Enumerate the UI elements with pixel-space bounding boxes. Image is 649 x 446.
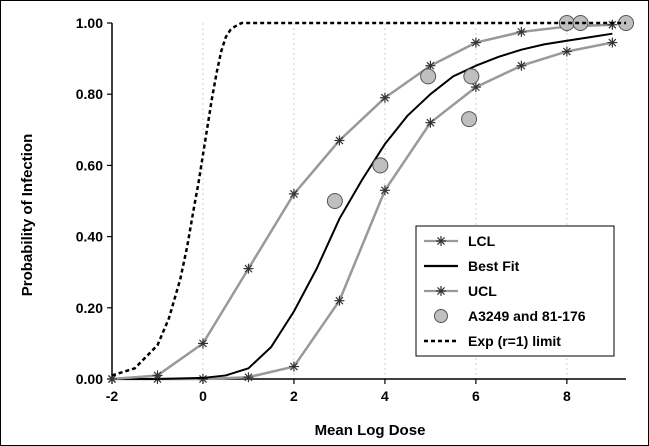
data-point (334, 295, 345, 306)
legend-label: LCL (468, 233, 496, 249)
x-tick-label: 0 (199, 388, 207, 404)
legend-box (415, 225, 615, 357)
x-tick-label: 8 (563, 388, 571, 404)
series-3 (326, 15, 634, 209)
data-point (420, 68, 437, 85)
series-2 (107, 19, 618, 384)
legend-label: Exp (r=1) limit (468, 333, 561, 349)
data-point (107, 374, 117, 384)
x-tick-label: -2 (106, 388, 119, 404)
star-stroke (244, 373, 253, 382)
legend-label: Best Fit (468, 258, 520, 274)
star-stroke (426, 118, 435, 127)
series-4 (111, 21, 626, 377)
star-stroke (244, 264, 253, 273)
series-line (112, 32, 613, 380)
x-tick-label: 6 (472, 388, 480, 404)
series-line (111, 21, 626, 377)
data-point (425, 117, 436, 128)
x-axis-label: Mean Log Dose (315, 422, 426, 439)
legend-label: A3249 and 81-176 (468, 308, 586, 324)
y-tick-label: 0.60 (76, 157, 103, 173)
data-point (470, 37, 481, 48)
legend-marker (436, 236, 446, 246)
star-stroke (517, 27, 526, 36)
star-stroke (335, 136, 344, 145)
y-tick-label: 0.20 (76, 300, 103, 316)
star-stroke (517, 61, 526, 70)
data-point (197, 338, 208, 349)
legend-item: A3249 and 81-176 (434, 308, 586, 324)
star-stroke (471, 83, 480, 92)
data-point (372, 157, 389, 174)
data-point (463, 68, 480, 85)
star-stroke (437, 237, 445, 245)
legend-item: LCL (424, 233, 496, 249)
legend-swatch (434, 309, 448, 323)
star-stroke (608, 20, 617, 29)
star-stroke (426, 61, 435, 70)
legend-item: UCL (424, 283, 497, 299)
tick-labels: -2 0 2 4 6 8 0.00 0.20 0.40 0.60 0.80 1.00 (76, 15, 571, 404)
data-point (243, 263, 254, 274)
legend-item: Exp (r=1) limit (424, 333, 561, 349)
data-point (607, 19, 618, 30)
data-point (379, 92, 390, 103)
data-point (516, 26, 527, 37)
data-point (461, 111, 478, 128)
star-stroke (289, 362, 298, 371)
legend-marker (436, 286, 446, 296)
series-1 (112, 32, 613, 380)
star-stroke (199, 339, 207, 348)
y-tick-label: 0.80 (76, 86, 103, 102)
legend-label: UCL (468, 283, 497, 299)
data-point (152, 370, 163, 381)
star-stroke (471, 38, 480, 47)
x-tick-label: 4 (381, 388, 389, 404)
star-stroke (289, 189, 298, 198)
star-stroke (108, 375, 116, 383)
y-tick-label: 0.40 (76, 229, 103, 245)
y-tick-label: 1.00 (76, 15, 103, 31)
x-tick-label: 2 (290, 388, 298, 404)
star-stroke (199, 375, 207, 383)
data-point (516, 60, 527, 71)
legend: LCL Best Fit UCL A3249 and 81-176 Exp (r=1) … (415, 225, 615, 357)
data-point (379, 185, 390, 196)
y-axis-label: Probability of Infection (19, 134, 36, 297)
star-stroke (380, 186, 389, 195)
data-point (607, 37, 618, 48)
legend-item: Best Fit (424, 258, 520, 274)
y-tick-label: 0.00 (76, 371, 103, 387)
star-stroke (380, 93, 389, 102)
data-point (572, 15, 589, 31)
star-stroke (437, 287, 445, 295)
data-point (288, 361, 299, 372)
star-stroke (608, 38, 617, 47)
data-point (470, 82, 481, 93)
data-point (288, 188, 299, 199)
data-point (334, 135, 345, 146)
star-stroke (153, 371, 162, 380)
plot-series (107, 15, 634, 384)
data-point (561, 46, 572, 57)
data-point (243, 372, 254, 383)
series-line (111, 23, 613, 381)
star-stroke (562, 47, 571, 56)
data-point (326, 193, 343, 209)
star-stroke (335, 296, 344, 305)
